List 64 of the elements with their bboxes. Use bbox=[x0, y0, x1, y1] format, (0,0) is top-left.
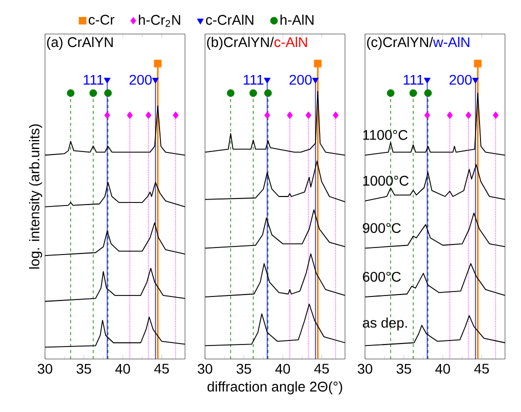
point bbox=[104, 111, 110, 120]
legend-label: h-AlN bbox=[280, 14, 314, 25]
point bbox=[492, 111, 499, 120]
chart-title: (a) CrAlYN bbox=[47, 36, 113, 50]
annotation: 200 bbox=[450, 74, 472, 85]
x-tick-label: 40 bbox=[115, 364, 130, 374]
x-tick-label: 35 bbox=[396, 364, 412, 374]
x-tick-label: 45 bbox=[314, 364, 329, 374]
chart-subtitle: w-AlN bbox=[433, 36, 470, 47]
x-tick-label: 45 bbox=[154, 364, 169, 374]
legend-label: c-Cr bbox=[88, 14, 114, 25]
point bbox=[446, 111, 453, 120]
annotation: 200 bbox=[130, 74, 152, 85]
y-axis-title: log. intensity (arb.units) bbox=[29, 124, 42, 269]
point bbox=[312, 78, 319, 84]
point bbox=[126, 111, 133, 120]
x-tick-label: 35 bbox=[236, 364, 252, 374]
x-axis-title: diffraction angle 2Θ(°) bbox=[208, 381, 342, 394]
annotation: 1100°C bbox=[363, 130, 408, 140]
point bbox=[409, 89, 418, 97]
x-tick-label: 35 bbox=[76, 364, 92, 374]
point bbox=[152, 78, 159, 84]
point bbox=[424, 89, 432, 97]
x-tick-label: 30 bbox=[358, 364, 372, 374]
point bbox=[154, 60, 162, 68]
point bbox=[146, 111, 152, 120]
x-tick-label: 40 bbox=[275, 364, 290, 374]
point bbox=[264, 89, 272, 97]
annotation: 900°C bbox=[362, 223, 401, 234]
point bbox=[466, 111, 472, 120]
chart-title: (b)CrAlYN/ bbox=[207, 36, 274, 50]
point bbox=[66, 89, 74, 97]
point bbox=[386, 89, 394, 97]
point bbox=[314, 60, 322, 68]
point bbox=[306, 111, 312, 120]
x-tick-label: 30 bbox=[198, 364, 212, 374]
point bbox=[424, 111, 430, 120]
point bbox=[472, 78, 479, 84]
point bbox=[104, 89, 112, 97]
point bbox=[474, 60, 482, 68]
annotation: 111 bbox=[84, 74, 104, 85]
point bbox=[89, 89, 98, 97]
annotation: 600°C bbox=[362, 272, 401, 282]
point bbox=[264, 78, 271, 84]
point bbox=[172, 111, 179, 120]
annotation: 111 bbox=[244, 74, 264, 85]
annotation: as dep. bbox=[362, 317, 407, 331]
chart-subtitle: c-AlN bbox=[274, 36, 307, 48]
x-tick-label: 45 bbox=[474, 364, 489, 374]
annotation: 1000°C bbox=[363, 176, 409, 186]
x-tick-label: 40 bbox=[435, 364, 450, 374]
point bbox=[249, 89, 258, 97]
x-tick-label: 30 bbox=[38, 364, 52, 374]
annotation: 111 bbox=[404, 74, 424, 85]
point bbox=[104, 78, 111, 84]
annotation: 200 bbox=[290, 74, 312, 85]
point bbox=[332, 111, 339, 120]
chart-title: (c)CrAlYN/ bbox=[367, 36, 434, 50]
point bbox=[264, 111, 270, 120]
point bbox=[424, 78, 431, 84]
legend-label: c-CrAlN bbox=[206, 14, 254, 25]
point bbox=[286, 111, 293, 120]
legend-label: h-Cr$_{2}$N bbox=[138, 14, 180, 27]
point bbox=[226, 89, 234, 97]
